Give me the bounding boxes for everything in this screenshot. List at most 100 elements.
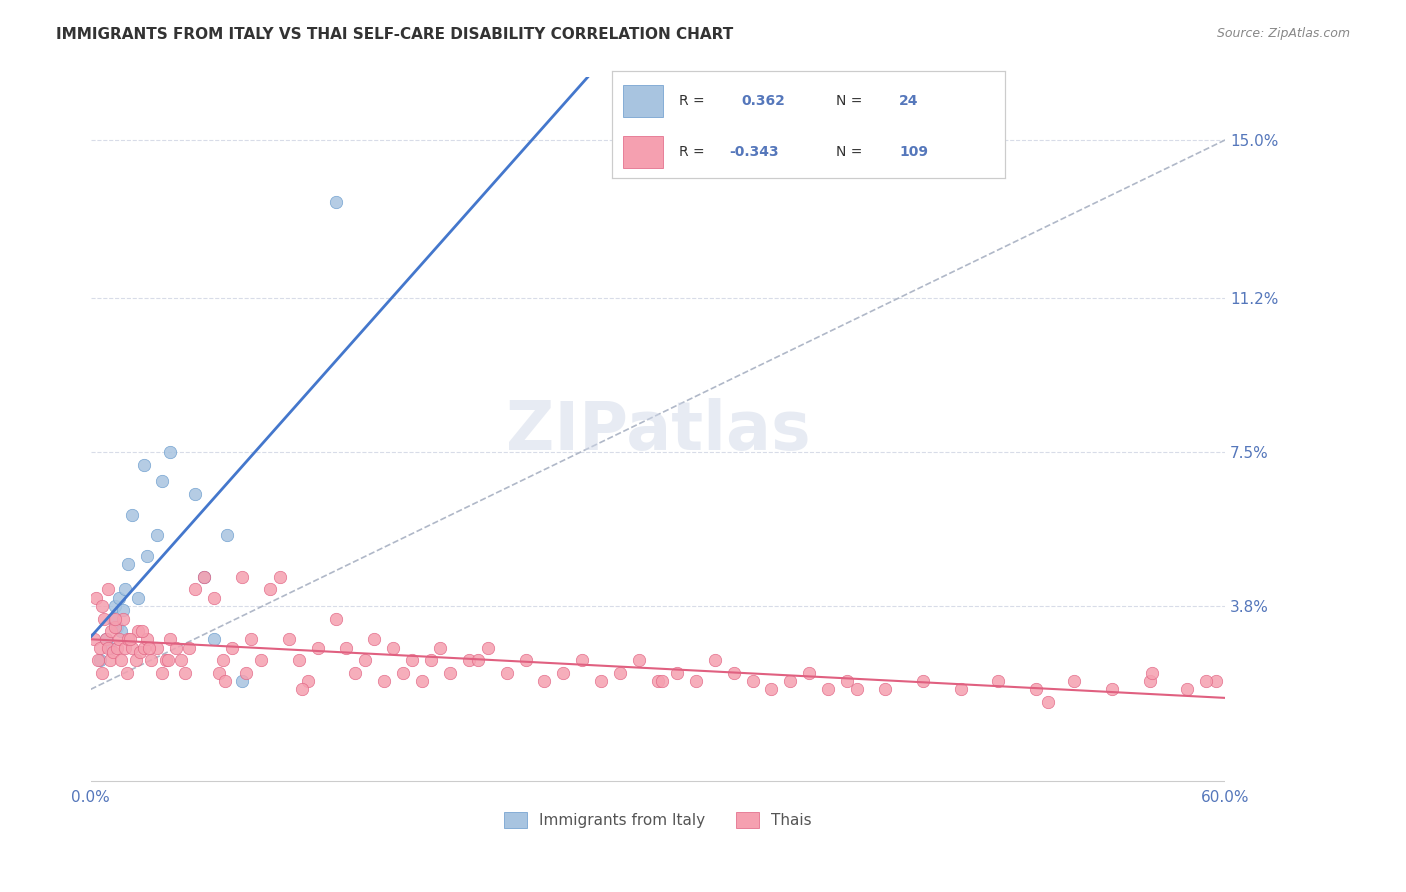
Point bbox=[325, 611, 347, 625]
Point bbox=[231, 673, 253, 688]
Point bbox=[363, 632, 385, 647]
Text: R =: R = bbox=[679, 95, 704, 108]
Point bbox=[98, 653, 121, 667]
Point bbox=[83, 632, 105, 647]
Point bbox=[103, 645, 125, 659]
Point bbox=[291, 682, 314, 697]
Point bbox=[117, 632, 139, 647]
Point bbox=[651, 673, 673, 688]
Text: 0.362: 0.362 bbox=[741, 95, 786, 108]
Point bbox=[269, 570, 291, 584]
Point bbox=[439, 665, 461, 680]
Point bbox=[94, 632, 117, 647]
Point bbox=[108, 632, 131, 647]
Point bbox=[307, 640, 329, 655]
Point bbox=[104, 620, 127, 634]
Text: IMMIGRANTS FROM ITALY VS THAI SELF-CARE DISABILITY CORRELATION CHART: IMMIGRANTS FROM ITALY VS THAI SELF-CARE … bbox=[56, 27, 734, 42]
Text: -0.343: -0.343 bbox=[730, 145, 779, 159]
Text: R =: R = bbox=[679, 145, 704, 159]
Point bbox=[235, 665, 257, 680]
Text: 109: 109 bbox=[898, 145, 928, 159]
Point bbox=[193, 570, 215, 584]
Point bbox=[114, 582, 136, 597]
Point bbox=[183, 486, 205, 500]
Point bbox=[609, 665, 631, 680]
Point bbox=[104, 611, 127, 625]
Point bbox=[170, 653, 193, 667]
Point bbox=[628, 653, 651, 667]
Point bbox=[165, 640, 187, 655]
Point bbox=[873, 682, 896, 697]
Point bbox=[741, 673, 763, 688]
Point bbox=[533, 673, 555, 688]
Point bbox=[685, 673, 707, 688]
Text: ZIPatlas: ZIPatlas bbox=[506, 398, 810, 464]
Point bbox=[373, 673, 395, 688]
Point bbox=[353, 653, 375, 667]
Point bbox=[110, 653, 132, 667]
Legend: Immigrants from Italy, Thais: Immigrants from Italy, Thais bbox=[498, 805, 818, 834]
Point bbox=[152, 665, 174, 680]
Text: 24: 24 bbox=[898, 95, 918, 108]
Point bbox=[1195, 673, 1218, 688]
Point bbox=[146, 528, 169, 542]
Point bbox=[108, 591, 131, 605]
Point bbox=[845, 682, 868, 697]
Point bbox=[779, 673, 801, 688]
Point bbox=[1101, 682, 1123, 697]
Point bbox=[84, 591, 107, 605]
Point bbox=[240, 632, 263, 647]
Point bbox=[1139, 673, 1161, 688]
FancyBboxPatch shape bbox=[623, 136, 662, 168]
Point bbox=[429, 640, 451, 655]
Point bbox=[401, 653, 423, 667]
Point bbox=[128, 645, 150, 659]
Point bbox=[817, 682, 839, 697]
Point bbox=[136, 632, 159, 647]
FancyBboxPatch shape bbox=[623, 86, 662, 118]
Point bbox=[127, 591, 149, 605]
Point bbox=[121, 508, 143, 522]
Point bbox=[457, 653, 479, 667]
Point bbox=[665, 665, 688, 680]
Point bbox=[799, 665, 821, 680]
Point bbox=[325, 195, 347, 210]
Point bbox=[193, 570, 215, 584]
Point bbox=[132, 640, 155, 655]
Point bbox=[159, 445, 181, 459]
Point bbox=[477, 640, 499, 655]
Point bbox=[94, 632, 117, 647]
Point bbox=[100, 624, 122, 638]
Point bbox=[93, 611, 115, 625]
Point bbox=[155, 653, 177, 667]
Point bbox=[495, 665, 517, 680]
Point bbox=[121, 640, 143, 655]
Point bbox=[723, 665, 745, 680]
Point bbox=[202, 632, 225, 647]
Point bbox=[250, 653, 273, 667]
Point bbox=[647, 673, 669, 688]
Point bbox=[911, 673, 934, 688]
Text: Source: ZipAtlas.com: Source: ZipAtlas.com bbox=[1216, 27, 1350, 40]
Point bbox=[214, 673, 236, 688]
Point bbox=[104, 599, 127, 613]
Point bbox=[105, 640, 128, 655]
Point bbox=[382, 640, 405, 655]
Point bbox=[91, 599, 114, 613]
Point bbox=[835, 673, 858, 688]
Point bbox=[157, 653, 180, 667]
Point bbox=[259, 582, 281, 597]
Point bbox=[174, 665, 197, 680]
Point bbox=[1036, 695, 1059, 709]
Point bbox=[231, 570, 253, 584]
Point bbox=[114, 640, 136, 655]
Point bbox=[212, 653, 235, 667]
Point bbox=[391, 665, 413, 680]
Point bbox=[1025, 682, 1047, 697]
Point bbox=[215, 528, 238, 542]
Point bbox=[553, 665, 575, 680]
Point bbox=[146, 640, 169, 655]
Point bbox=[152, 474, 174, 488]
Text: N =: N = bbox=[837, 145, 862, 159]
Point bbox=[1177, 682, 1199, 697]
